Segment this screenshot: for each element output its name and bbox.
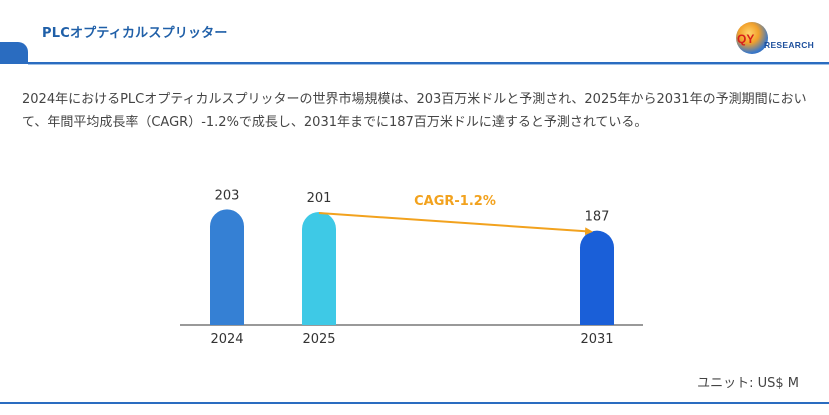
logo-globe-icon (736, 22, 768, 54)
page-title: PLCオプティカルスプリッター (42, 26, 228, 41)
logo-wordmark: RESEARCH (764, 40, 815, 50)
tick-label-2025: 2025 (302, 332, 335, 347)
header: PLCオプティカルスプリッター QY RESEARCH (0, 0, 829, 70)
bar-2025 (302, 212, 336, 325)
unit-label: ユニット: US$ M (697, 376, 799, 391)
market-size-chart: 203 2024 201 2025 187 2031 CAGR-1.2% (170, 188, 650, 350)
cagr-label: CAGR-1.2% (414, 194, 496, 209)
market-description: 2024年におけるPLCオプティカルスプリッターの世界市場規模は、203百万米ド… (22, 92, 807, 130)
tick-label-2031: 2031 (580, 332, 613, 347)
footer-divider (0, 402, 829, 404)
chart-svg: 203 2024 201 2025 187 2031 CAGR-1.2% (180, 188, 643, 347)
header-divider (28, 62, 829, 64)
bar-2031 (580, 230, 614, 325)
data-label-2025: 201 (307, 191, 332, 206)
tick-label-2024: 2024 (210, 332, 243, 347)
cagr-arrow (318, 212, 593, 236)
data-label-2024: 203 (215, 188, 240, 203)
qyresearch-logo: QY RESEARCH (734, 22, 824, 56)
logo-mark: QY (737, 32, 755, 46)
bar-2024 (210, 209, 244, 325)
header-accent-tab (0, 42, 28, 64)
header-divider-light (28, 64, 829, 65)
data-label-2031: 187 (585, 210, 610, 225)
